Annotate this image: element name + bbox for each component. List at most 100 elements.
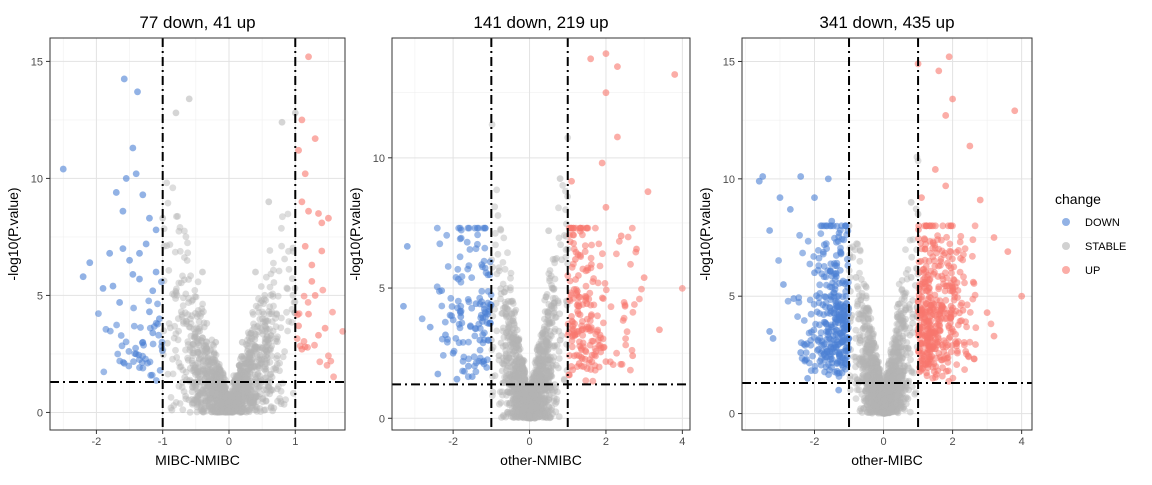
up-point [318, 219, 325, 226]
stable-point [526, 412, 533, 419]
up-point [622, 342, 629, 349]
stable-point [179, 384, 186, 391]
stable-point [908, 274, 915, 281]
down-point [139, 353, 146, 360]
up-point [587, 328, 594, 335]
down-point [153, 269, 160, 276]
stable-point [887, 388, 894, 395]
up-point [614, 63, 621, 70]
stable-point [875, 358, 882, 365]
up-point [308, 262, 315, 269]
down-point [153, 227, 160, 234]
stable-point [544, 291, 551, 298]
stable-point [860, 333, 867, 340]
down-point [487, 258, 494, 265]
stable-point [207, 348, 214, 355]
stable-point [181, 254, 188, 261]
stable-point [178, 280, 185, 287]
stable-point [515, 342, 522, 349]
stable-point [863, 295, 870, 302]
stable-point [559, 182, 566, 189]
stable-point [906, 304, 913, 311]
stable-point [200, 348, 207, 355]
stable-point [555, 204, 562, 211]
stable-point [273, 355, 280, 362]
down-point [487, 304, 494, 311]
stable-point [187, 409, 194, 416]
stable-point [541, 376, 548, 383]
down-point [434, 225, 441, 232]
stable-point [865, 393, 872, 400]
up-point [618, 233, 625, 240]
down-point [466, 262, 473, 269]
down-point [474, 232, 481, 239]
stable-point [183, 233, 190, 240]
down-point [129, 271, 136, 278]
stable-point [188, 320, 195, 327]
stable-point [289, 275, 296, 282]
down-point [440, 352, 447, 359]
stable-point [520, 365, 527, 372]
stable-point [268, 403, 275, 410]
stable-point [863, 284, 870, 291]
down-point [480, 358, 487, 365]
stable-point [557, 241, 564, 248]
stable-point [498, 340, 505, 347]
stable-point [896, 367, 903, 374]
up-point [595, 337, 602, 344]
down-point [139, 359, 146, 366]
up-point [631, 301, 638, 308]
y-axis-title: -log10(P.value) [347, 187, 363, 280]
down-point [113, 322, 120, 329]
stable-point [501, 361, 508, 368]
stable-point [500, 235, 507, 242]
stable-point [847, 387, 854, 394]
up-point [603, 204, 610, 211]
x-tick-label: -2 [92, 436, 102, 448]
stable-point [169, 356, 176, 363]
stable-point [278, 315, 285, 322]
up-point [301, 293, 308, 300]
stable-point [250, 321, 257, 328]
up-point [585, 225, 592, 232]
x-tick-label: 0 [226, 436, 232, 448]
up-point [593, 348, 600, 355]
y-tick-label: 15 [31, 56, 43, 68]
up-point [571, 246, 578, 253]
down-point [149, 329, 156, 336]
down-point [130, 305, 137, 312]
down-point [442, 332, 449, 339]
down-point [775, 257, 782, 264]
down-point [465, 363, 472, 370]
stable-point [278, 243, 285, 250]
up-point [599, 160, 606, 167]
stable-point [881, 397, 888, 404]
up-point [583, 294, 590, 301]
stable-point [854, 386, 861, 393]
down-point [145, 298, 152, 305]
up-point [636, 296, 643, 303]
stable-point [534, 367, 541, 374]
down-point [123, 339, 130, 346]
stable-point [894, 328, 901, 335]
stable-point [278, 225, 285, 232]
stable-point [250, 399, 257, 406]
up-point [329, 309, 336, 316]
up-point [671, 71, 678, 78]
stable-point [177, 400, 184, 407]
stable-point [179, 273, 186, 280]
up-point [315, 332, 322, 339]
stable-point [288, 319, 295, 326]
stable-point [274, 386, 281, 393]
stable-point [169, 184, 176, 191]
up-point [579, 318, 586, 325]
up-point [629, 352, 636, 359]
up-point [679, 285, 686, 292]
up-point [330, 373, 337, 380]
stable-point [212, 339, 219, 346]
up-point [600, 344, 607, 351]
stable-point [902, 246, 909, 253]
up-point [583, 300, 590, 307]
